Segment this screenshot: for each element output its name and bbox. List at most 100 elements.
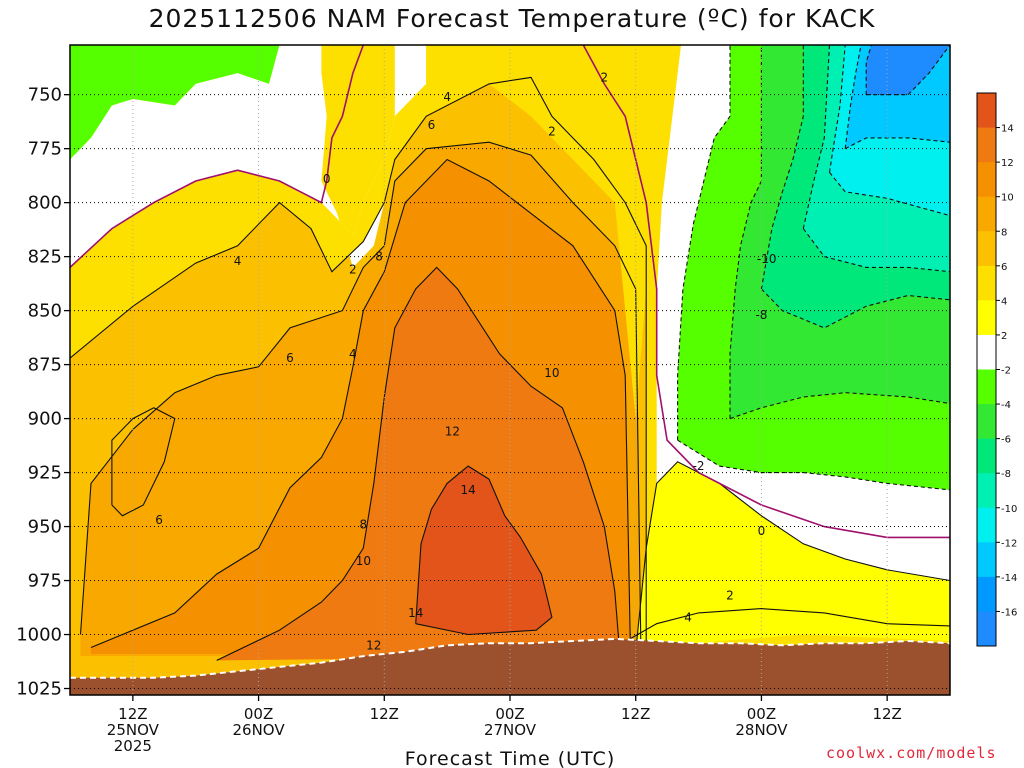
colorbar-swatch [977, 369, 996, 405]
colorbar-swatch [977, 404, 996, 440]
colorbar-label: -8 [1001, 469, 1011, 480]
contour-label: 6 [286, 351, 294, 365]
contour-line-14 [760, 45, 804, 290]
y-tick-label: 825 [28, 247, 62, 268]
terrain-surface [70, 638, 950, 695]
colorbar-swatch [977, 473, 996, 509]
contour-label: 14 [408, 606, 423, 620]
colorbar-label: -16 [1001, 607, 1017, 618]
colorbar-swatch [977, 300, 996, 336]
contour-line-11 [677, 439, 950, 491]
contour-line-0 [79, 141, 642, 657]
x-tick-label: 28NOV [735, 721, 788, 739]
contour-label: 4 [349, 347, 357, 361]
colorbar-swatch [977, 196, 996, 232]
contour-label: 2 [600, 70, 608, 84]
terrain-edge [70, 637, 950, 679]
contour-line-17 [802, 228, 950, 273]
colorbar: 14 12 10 8 6 4 2 -2 -4 -6 -8 -10 -12 -14 -16 [976, 92, 1017, 647]
y-axis: 750 775 800 825 850 875 900 925 950 975 1000 1025 [16, 85, 70, 700]
y-tick-label: 800 [28, 193, 62, 214]
contour-line-4 [70, 76, 647, 678]
colorbar-swatch [977, 265, 996, 301]
x-tick-label: 12Z [872, 705, 901, 723]
temperature-band-4 [415, 466, 552, 635]
colorbar-label: 2 [1001, 331, 1007, 342]
colorbar-label: -10 [1001, 504, 1017, 515]
contour-line-9 [582, 45, 950, 539]
contour-label: 4 [234, 254, 242, 268]
colorbar-label: 10 [1001, 193, 1014, 204]
temperature-band-6 [635, 461, 950, 652]
y-tick-label: 975 [28, 571, 62, 592]
contour-line-15 [761, 288, 950, 329]
colorbar-label: 14 [1001, 124, 1014, 135]
contour-label: 2 [548, 124, 556, 138]
credit-text[interactable]: coolwx.com/models [826, 744, 997, 762]
x-tick-label: 25NOV [107, 721, 160, 739]
colorbar-label: 12 [1001, 158, 1014, 169]
contour-label: 8 [375, 250, 383, 264]
chart-title: 2025112506 NAM Forecast Temperature (ºC)… [148, 4, 876, 33]
contour-label: 14 [460, 483, 475, 497]
y-tick-label: 1000 [16, 625, 62, 646]
x-tick-label: 26NOV [233, 721, 286, 739]
contour-label: 0 [758, 524, 766, 538]
colorbar-label: 4 [1001, 296, 1007, 307]
contour-label: 8 [360, 517, 368, 531]
colorbar-swatch [977, 162, 996, 198]
x-tick-label: 00Z [495, 705, 524, 723]
y-tick-label: 925 [28, 463, 62, 484]
contour-label: 6 [155, 513, 163, 527]
contour-line-23 [866, 45, 950, 96]
y-tick-label: 775 [28, 139, 62, 160]
colorbar-label: 6 [1001, 262, 1007, 273]
colorbar-swatch [977, 542, 996, 578]
colorbar-label: -6 [1001, 435, 1011, 446]
temperature-band-14 [70, 45, 280, 160]
contour-line-18 [828, 45, 846, 173]
colorbar-label: -2 [1001, 366, 1011, 377]
y-tick-label: 950 [28, 517, 62, 538]
contour-label: 10 [356, 554, 371, 568]
colorbar-swatch [977, 507, 996, 543]
contour-label: 4 [684, 610, 692, 624]
grid-lines [70, 45, 950, 695]
x-tick-label: 00Z [747, 705, 776, 723]
colorbar-swatch [977, 231, 996, 267]
y-tick-label: 850 [28, 301, 62, 322]
x-tick-label: 2025 [114, 737, 152, 755]
colorbar-swatch [977, 127, 996, 163]
contour-label: 0 [323, 172, 331, 186]
temperature-band-15 [70, 45, 427, 268]
contour-line-6 [635, 461, 950, 652]
x-tick-label: 12Z [370, 705, 399, 723]
temperature-band-16 [70, 45, 657, 419]
colorbar-swatch [977, 576, 996, 612]
colorbar-swatch [977, 438, 996, 474]
contour-line-3 [415, 465, 553, 636]
x-tick-label: 27NOV [484, 721, 537, 739]
contour-label: 6 [428, 118, 436, 132]
contour-line-16 [802, 45, 831, 229]
x-tick-label: 00Z [244, 705, 273, 723]
y-tick-label: 900 [28, 409, 62, 430]
y-tick-label: 750 [28, 85, 62, 106]
contour-label: 4 [443, 90, 451, 104]
contour-line-7 [614, 608, 950, 648]
contour-line-19 [829, 172, 950, 217]
x-tick-label: 12Z [118, 705, 147, 723]
y-tick-label: 1025 [16, 679, 62, 700]
contour-line-22 [865, 45, 872, 95]
contour-line-1 [90, 158, 632, 655]
y-tick-label: 875 [28, 355, 62, 376]
contour-label: 10 [544, 366, 559, 380]
contour-label: 12 [445, 425, 460, 439]
contour-label: -10 [757, 252, 777, 266]
colorbar-label: 8 [1001, 227, 1007, 238]
colorbar-swatch [977, 611, 996, 647]
contour-label: -2 [693, 459, 705, 473]
